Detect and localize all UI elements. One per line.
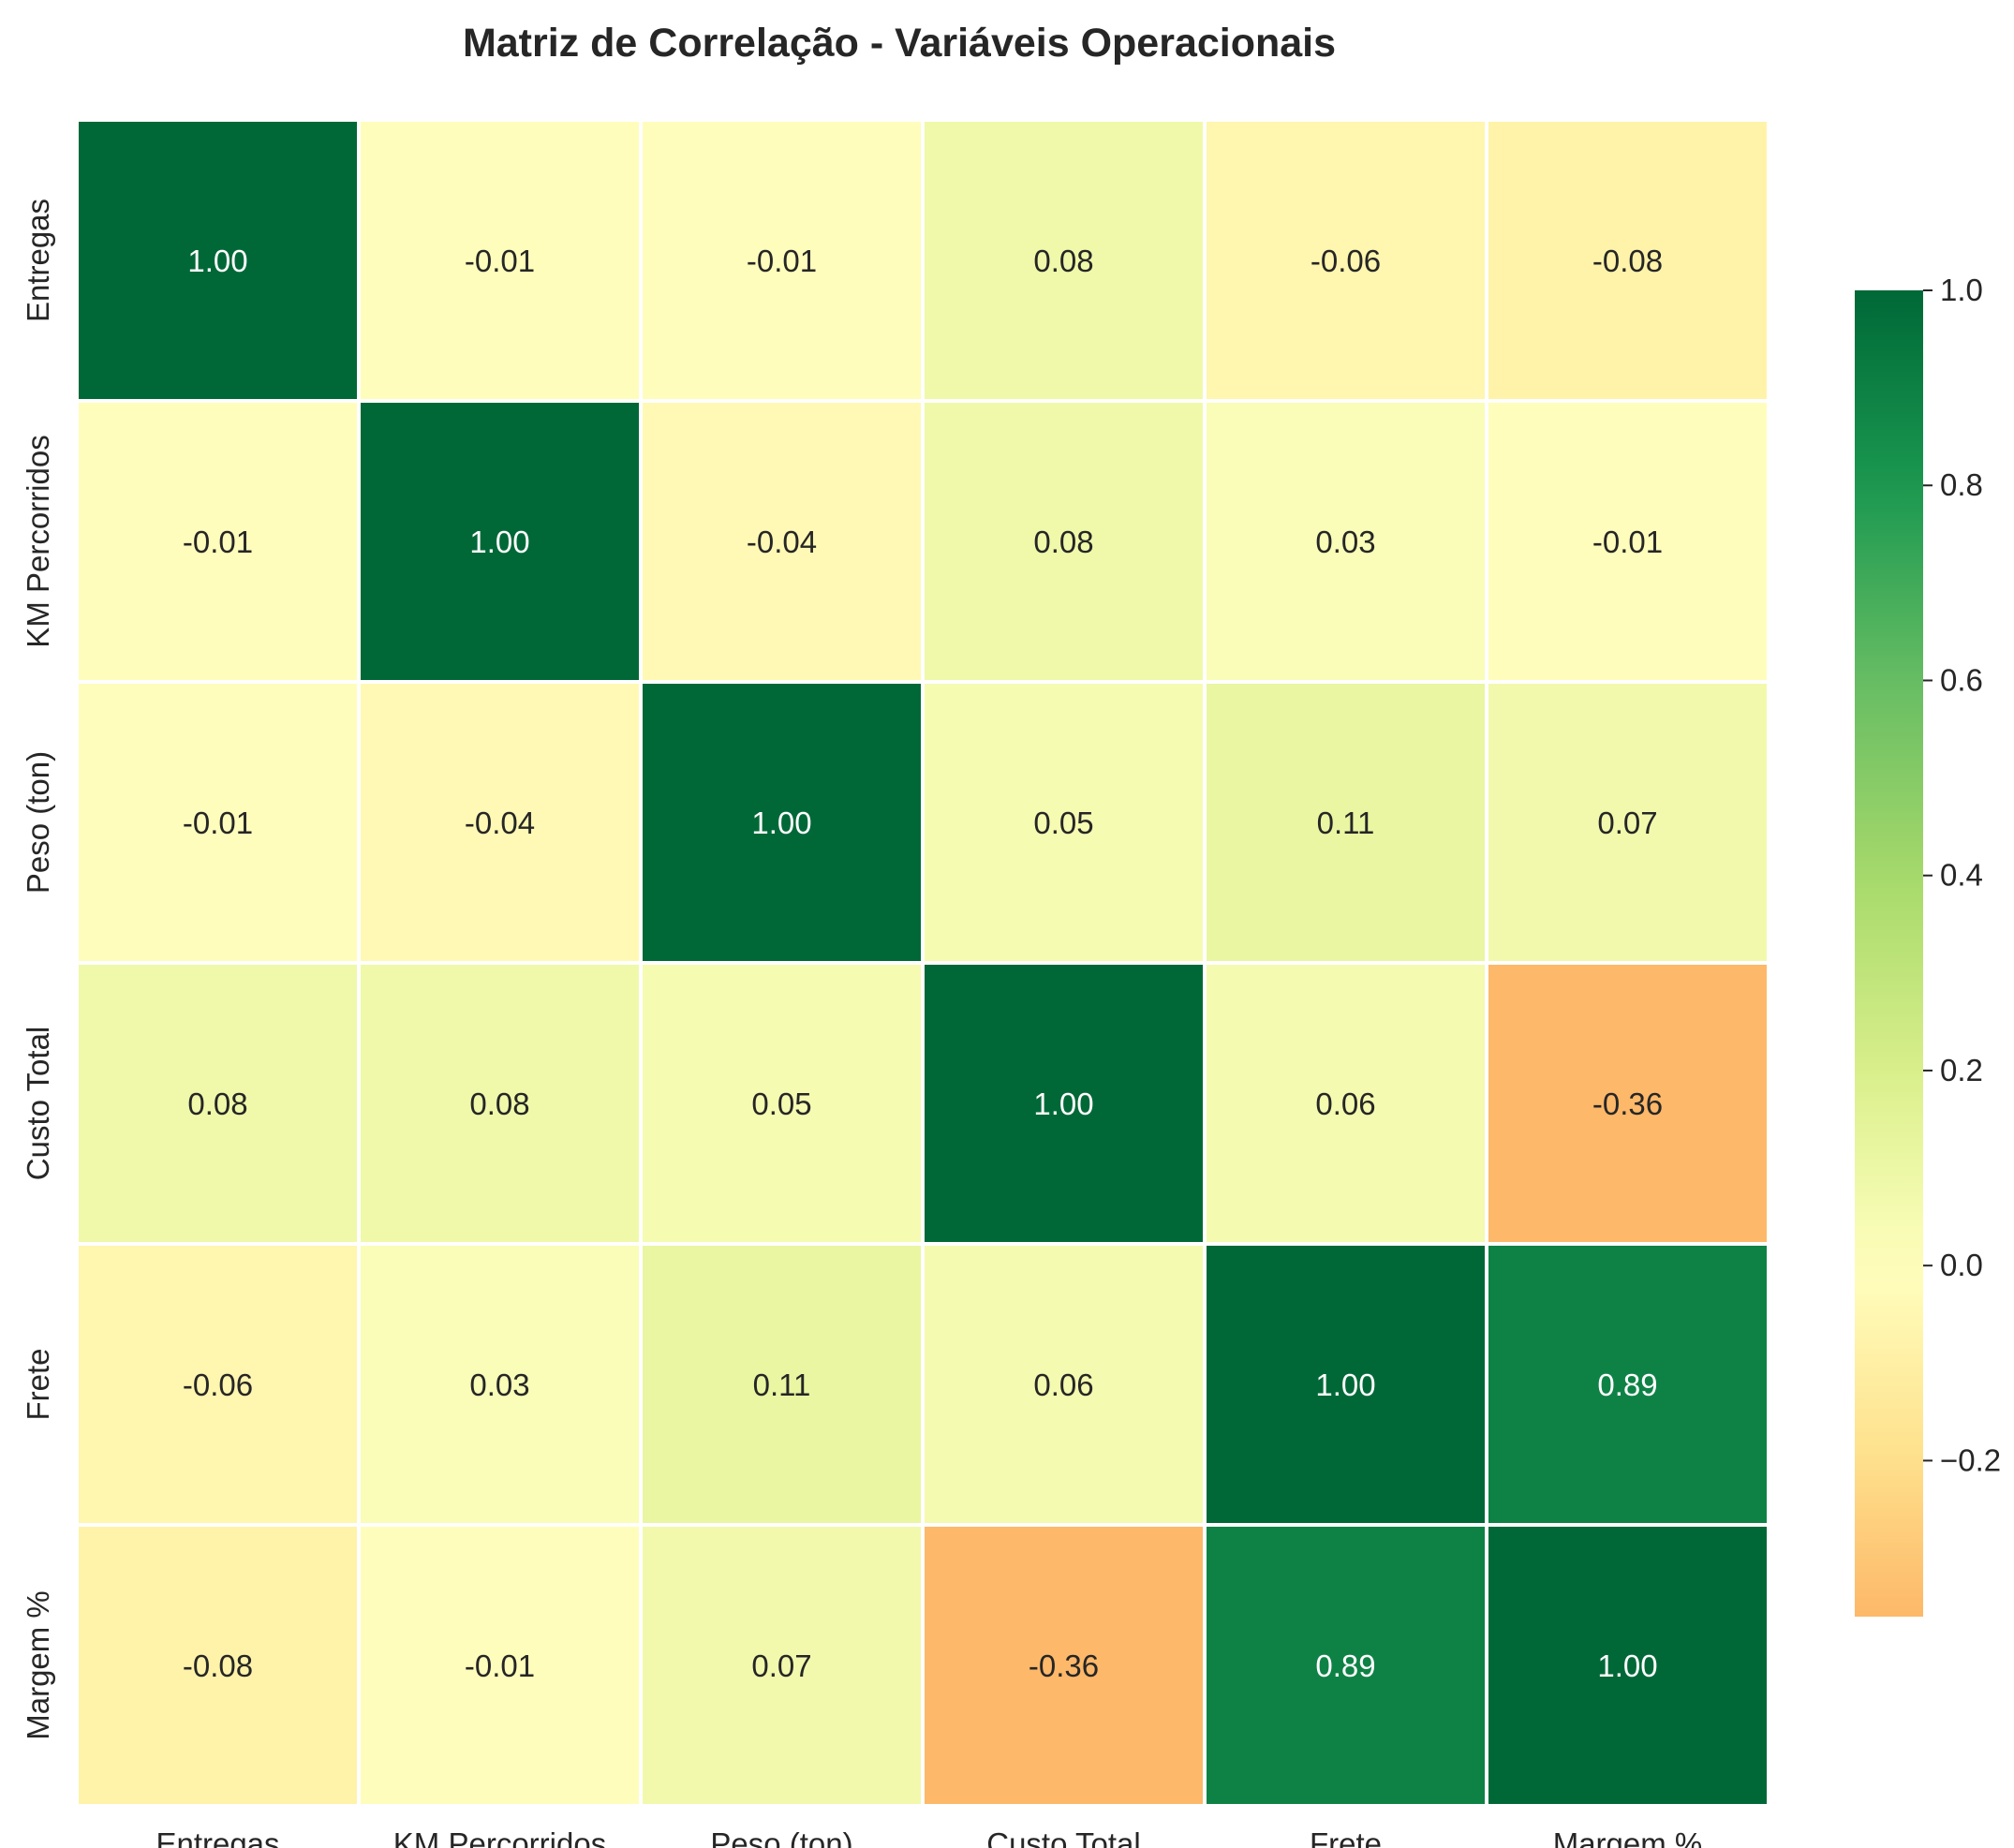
heatmap-cell — [643, 684, 921, 961]
cell-value-label: 1.00 — [187, 244, 247, 278]
heatmap-cell — [1488, 1527, 1767, 1804]
heatmap-cell — [925, 1527, 1203, 1804]
cell-value-label: -0.06 — [183, 1368, 253, 1402]
cell-value-label: -0.06 — [1311, 244, 1381, 278]
heatmap-cell — [1488, 403, 1767, 680]
heatmap-cell — [79, 1246, 357, 1523]
cell-value-label: 0.06 — [1033, 1368, 1093, 1402]
y-tick-label: Margem % — [21, 1590, 55, 1740]
heatmap-cell — [643, 965, 921, 1242]
heatmap-cell — [79, 965, 357, 1242]
cell-value-label: 0.89 — [1597, 1368, 1657, 1402]
cell-value-label: -0.01 — [465, 1648, 535, 1683]
cell-value-label: 0.08 — [187, 1087, 247, 1121]
heatmap-cell — [1207, 1527, 1485, 1804]
y-tick-label: Frete — [21, 1348, 55, 1420]
colorbar-bar — [1855, 290, 1923, 1617]
cell-value-label: 1.00 — [1315, 1368, 1375, 1402]
colorbar-tick-label: 1.0 — [1940, 273, 1983, 307]
y-tick-labels: Entregas KM Percorridos Peso (ton) Custo To… — [21, 199, 55, 1740]
heatmap-cell — [643, 403, 921, 680]
cell-value-label: 1.00 — [751, 806, 811, 840]
cell-value-label: 0.89 — [1315, 1648, 1375, 1683]
x-tick-label: Margem % — [1553, 1826, 1703, 1848]
colorbar-tick-label: 0.2 — [1940, 1053, 1983, 1087]
cell-value-label: 0.05 — [1033, 806, 1093, 840]
y-tick-label: Custo Total — [21, 1027, 55, 1180]
cell-value-label: 0.07 — [751, 1648, 811, 1683]
x-tick-label: Frete — [1310, 1826, 1382, 1848]
cell-value-label: -0.04 — [465, 806, 535, 840]
heatmap-cell — [361, 122, 639, 399]
cell-value-label: -0.01 — [747, 244, 817, 278]
x-tick-label: KM Percorridos — [393, 1826, 606, 1848]
heatmap-cell — [1488, 965, 1767, 1242]
x-tick-labels: Entregas KM Percorridos Peso (ton) Custo To… — [155, 1826, 1702, 1848]
colorbar-tick-label: 0.8 — [1940, 467, 1983, 502]
heatmap-cell — [1207, 403, 1485, 680]
cell-value-label: 1.00 — [1597, 1648, 1657, 1683]
cell-value-label: 0.11 — [753, 1368, 811, 1402]
y-tick-label: Entregas — [21, 199, 55, 322]
cell-value-label: 0.06 — [1315, 1087, 1375, 1121]
heatmap-cell — [925, 965, 1203, 1242]
heatmap-cell — [79, 403, 357, 680]
cell-value-label: -0.01 — [183, 806, 253, 840]
x-tick-label: Custo Total — [986, 1826, 1140, 1848]
cell-value-label: -0.04 — [747, 525, 817, 559]
cell-value-label: 0.05 — [751, 1087, 811, 1121]
cell-value-label: 1.00 — [1033, 1087, 1093, 1121]
cell-value-label: 0.11 — [1317, 806, 1375, 840]
colorbar-tick-label: 0.0 — [1940, 1248, 1983, 1282]
heatmap-cell — [1207, 1246, 1485, 1523]
colorbar-ticks: 1.0 0.8 0.6 0.4 0.2 0.0 −0.2 — [1923, 273, 2001, 1477]
heatmap-cell — [1207, 684, 1485, 961]
cell-value-label: 0.08 — [1033, 525, 1093, 559]
cell-value-label: -0.01 — [183, 525, 253, 559]
colorbar-tick-label: 0.6 — [1940, 662, 1983, 697]
x-tick-label: Peso (ton) — [710, 1826, 852, 1848]
cell-value-label: -0.08 — [1592, 244, 1663, 278]
heatmap-cell — [1207, 122, 1485, 399]
heatmap-cell — [643, 122, 921, 399]
cell-value-label: 0.03 — [469, 1368, 529, 1402]
cell-value-label: -0.01 — [1592, 525, 1663, 559]
cell-value-label: 1.00 — [469, 525, 529, 559]
colorbar-tick-label: 0.4 — [1940, 858, 1983, 893]
heatmap-cell — [643, 1527, 921, 1804]
heatmap-cell — [361, 684, 639, 961]
heatmap-cell — [79, 122, 357, 399]
colorbar: 1.0 0.8 0.6 0.4 0.2 0.0 −0.2 — [1855, 273, 2001, 1617]
heatmap-cell — [1207, 965, 1485, 1242]
cell-value-label: 0.03 — [1315, 525, 1375, 559]
cell-value-label: 0.07 — [1597, 806, 1657, 840]
cell-value-label: -0.36 — [1592, 1087, 1663, 1121]
cell-value-label: -0.01 — [465, 244, 535, 278]
heatmap-cell — [925, 403, 1203, 680]
heatmap-cell — [79, 1527, 357, 1804]
chart-title: Matriz de Correlação - Variáveis Operaci… — [463, 21, 1336, 66]
heatmap-cell — [1488, 122, 1767, 399]
y-tick-label: Peso (ton) — [21, 751, 55, 894]
cell-value-label: 0.08 — [1033, 244, 1093, 278]
y-tick-label: KM Percorridos — [21, 435, 55, 647]
heatmap-cell — [1488, 684, 1767, 961]
heatmap-cell — [361, 403, 639, 680]
heatmap-cell — [643, 1246, 921, 1523]
cell-value-label: -0.36 — [1029, 1648, 1099, 1683]
colorbar-tick-label: −0.2 — [1940, 1442, 2001, 1477]
x-tick-label: Entregas — [155, 1826, 279, 1848]
heatmap-cell — [361, 1246, 639, 1523]
heatmap-cell — [925, 122, 1203, 399]
cell-value-label: 0.08 — [469, 1087, 529, 1121]
heatmap-cell — [361, 1527, 639, 1804]
heatmap-cell — [925, 684, 1203, 961]
heatmap-cell — [361, 965, 639, 1242]
heatmap-cells: 1.00 -0.01 -0.01 0.08 -0.06 -0.08 -0.01 1.00 -0.… — [79, 122, 1767, 1804]
heatmap-cell — [925, 1246, 1203, 1523]
heatmap-cell — [1488, 1246, 1767, 1523]
heatmap-cell — [79, 684, 357, 961]
cell-value-label: -0.08 — [183, 1648, 253, 1683]
